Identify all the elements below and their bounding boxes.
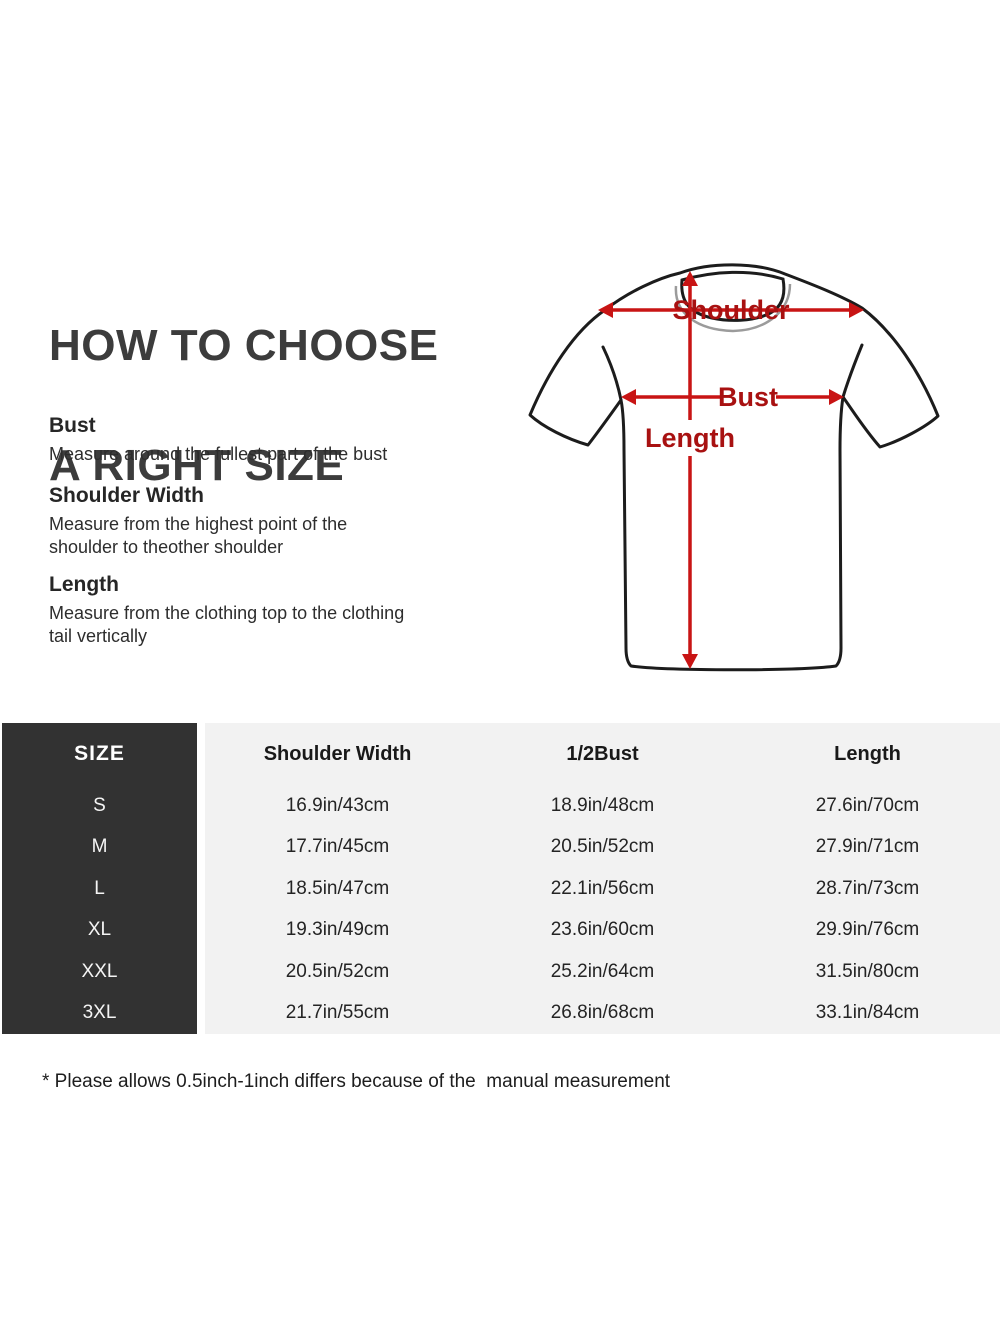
bust-arrow-left (621, 389, 636, 405)
collar-echo (674, 283, 792, 333)
size-cell-s: S (93, 794, 106, 816)
shoulder-instruction-title: Shoulder Width (49, 484, 204, 507)
left-armhole-seam (601, 345, 623, 402)
cell-xxl-bust: 25.2in/64cm (550, 960, 655, 982)
size-cell-3xl: 3XL (82, 1002, 117, 1024)
table-header-row: Shoulder Width 1/2Bust Length (205, 723, 1000, 785)
table-row-l: 18.5in/47cm 22.1in/56cm 28.7in/73cm (205, 868, 1000, 910)
table-row-m: 17.7in/45cm 20.5in/52cm 27.9in/71cm (205, 827, 1000, 869)
cell-l-shoulder: 18.5in/47cm (285, 877, 390, 899)
length-arrow-bottom (682, 654, 698, 669)
bust-instruction-title: Bust (49, 414, 96, 437)
cell-l-length: 28.7in/73cm (815, 877, 920, 899)
cell-3xl-bust: 26.8in/68cm (550, 1002, 655, 1024)
table-row-xl: 19.3in/49cm 23.6in/60cm 29.9in/76cm (205, 910, 1000, 952)
col-header-half-bust: 1/2Bust (566, 742, 639, 765)
length-arrow-top (682, 271, 698, 286)
cell-m-length: 27.9in/71cm (815, 836, 920, 858)
size-table-size-column: SIZE S M L XL XXL 3XL (2, 723, 197, 1034)
col-header-length: Length (834, 742, 901, 765)
table-row-s: 16.9in/43cm 18.9in/48cm 27.6in/70cm (205, 785, 1000, 827)
shoulder-instruction-text: Measure from the highest point of the sh… (49, 514, 348, 557)
right-armhole-seam (841, 343, 864, 399)
bust-instruction-text: Measure around the fullest part of the b… (49, 444, 388, 464)
page-title: HOW TO CHOOSE A RIGHT SIZE (49, 256, 438, 556)
page-title-line1: HOW TO CHOOSE (49, 321, 439, 370)
table-row-3xl: 21.7in/55cm 26.8in/68cm 33.1in/84cm (205, 993, 1000, 1035)
measurement-disclaimer: * Please allows 0.5inch-1inch differs be… (42, 1071, 671, 1092)
table-row-xxl: 20.5in/52cm 25.2in/64cm 31.5in/80cm (205, 951, 1000, 993)
bust-label: Bust (718, 382, 778, 412)
size-column-header: SIZE (74, 742, 125, 765)
cell-3xl-length: 33.1in/84cm (815, 1002, 920, 1024)
cell-xxl-shoulder: 20.5in/52cm (285, 960, 390, 982)
tshirt-outline (528, 263, 940, 672)
size-cell-m: M (91, 836, 108, 858)
cell-s-shoulder: 16.9in/43cm (285, 794, 390, 816)
tshirt-measurement-diagram: Shoulder Bust Length (528, 263, 940, 672)
cell-xl-length: 29.9in/76cm (815, 919, 920, 941)
page-title-line2: A RIGHT SIZE (49, 441, 345, 490)
length-label: Length (645, 423, 735, 453)
cell-s-length: 27.6in/70cm (815, 794, 920, 816)
length-instruction-text: Measure from the clothing top to the clo… (49, 603, 405, 646)
length-instruction-title: Length (49, 573, 119, 596)
size-table-values: Shoulder Width 1/2Bust Length 16.9in/43c… (205, 723, 1000, 1034)
cell-xl-bust: 23.6in/60cm (550, 919, 655, 941)
bust-arrow-right (829, 389, 844, 405)
cell-s-bust: 18.9in/48cm (550, 794, 655, 816)
cell-xl-shoulder: 19.3in/49cm (285, 919, 390, 941)
size-cell-xl: XL (87, 919, 112, 941)
cell-m-bust: 20.5in/52cm (550, 836, 655, 858)
size-cell-l: L (94, 877, 105, 899)
cell-xxl-length: 31.5in/80cm (815, 960, 920, 982)
shoulder-label: Shoulder (672, 295, 789, 325)
cell-3xl-shoulder: 21.7in/55cm (285, 1002, 390, 1024)
shoulder-arrow-left (598, 302, 613, 318)
col-header-shoulder-width: Shoulder Width (263, 742, 412, 765)
size-cell-xxl: XXL (81, 960, 118, 982)
cell-m-shoulder: 17.7in/45cm (285, 836, 390, 858)
shoulder-arrow-right (849, 302, 864, 318)
cell-l-bust: 22.1in/56cm (550, 877, 655, 899)
